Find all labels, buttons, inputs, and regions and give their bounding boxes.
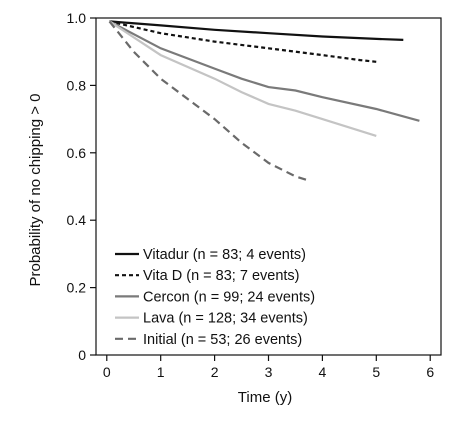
legend-label-5: Initial (n = 53; 26 events): [143, 332, 302, 348]
y-tick-label: 0.8: [67, 77, 87, 93]
x-tick-label: 4: [319, 364, 327, 380]
series-line-4: [108, 20, 377, 137]
series-line-5: [108, 20, 307, 181]
y-tick-label: 0.6: [67, 145, 87, 161]
y-tick-label: 1.0: [67, 10, 87, 26]
legend-label-2: Vita D (n = 83; 7 events): [143, 268, 300, 284]
x-tick-label: 3: [265, 364, 273, 380]
legend-label-3: Cercon (n = 99; 24 events): [143, 289, 315, 305]
legend-label-1: Vitadur (n = 83; 4 events): [143, 247, 306, 263]
legend-label-4: Lava (n = 128; 34 events): [143, 311, 308, 327]
axes: 0 1 2 3 4 5 6 0 0.2 0.4 0.6 0.8 1.0: [67, 10, 442, 380]
y-tick-label: 0.4: [67, 212, 87, 228]
y-tick-label: 0.2: [67, 280, 87, 296]
y-axis-title: Probability of no chipping > 0: [27, 93, 44, 286]
x-axis-title: Time (y): [238, 389, 292, 406]
series-lines: [108, 20, 420, 181]
series-line-1: [109, 20, 404, 41]
x-tick-label: 2: [211, 364, 219, 380]
x-tick-label: 0: [103, 364, 111, 380]
y-tick-label: 0: [78, 347, 86, 363]
x-tick-label: 5: [372, 364, 380, 380]
legend: Vitadur (n = 83; 4 events) Vita D (n = 83…: [115, 247, 315, 348]
x-tick-label: 6: [426, 364, 434, 380]
series-line-2: [109, 20, 377, 63]
x-tick-label: 1: [157, 364, 165, 380]
series-line-3: [108, 20, 420, 122]
